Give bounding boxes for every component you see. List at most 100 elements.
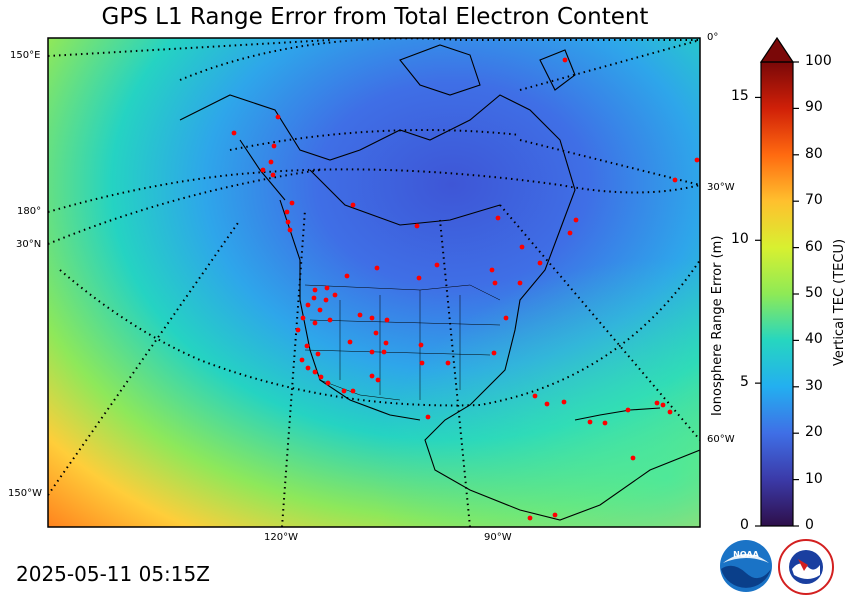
station-dot bbox=[323, 297, 329, 303]
station-dot bbox=[231, 130, 237, 136]
station-dot bbox=[544, 401, 550, 407]
station-dot bbox=[416, 275, 422, 281]
station-dot bbox=[573, 217, 579, 223]
colorbar-right-tick-label: 60 bbox=[805, 238, 823, 255]
station-dot bbox=[381, 349, 387, 355]
station-dot bbox=[317, 307, 323, 313]
station-dot bbox=[271, 143, 277, 149]
station-dot bbox=[445, 360, 451, 366]
station-dot bbox=[373, 330, 379, 336]
station-dot bbox=[383, 340, 389, 346]
station-dot bbox=[562, 57, 568, 63]
colorbar-right-axis-title: Vertical TEC (TECU) bbox=[832, 238, 847, 366]
grid-label-120w: 120°W bbox=[264, 532, 298, 543]
map-panel bbox=[48, 38, 700, 527]
station-dot bbox=[532, 393, 538, 399]
station-dot bbox=[602, 420, 608, 426]
station-dot bbox=[270, 172, 276, 178]
station-dot bbox=[312, 369, 318, 375]
noaa-logo-text: NOAA bbox=[733, 550, 759, 559]
grid-label-60w: 60°W bbox=[707, 434, 735, 445]
station-dot bbox=[332, 292, 338, 298]
coastlines bbox=[179, 44, 700, 521]
station-dot bbox=[625, 407, 631, 413]
station-dot bbox=[312, 320, 318, 326]
station-dot bbox=[630, 455, 636, 461]
station-dot bbox=[324, 285, 330, 291]
grid-label-30w: 30°W bbox=[707, 182, 735, 193]
station-dot bbox=[418, 342, 424, 348]
station-dot bbox=[344, 273, 350, 279]
station-dot bbox=[287, 227, 293, 233]
station-dot bbox=[419, 360, 425, 366]
station-dot bbox=[300, 315, 306, 321]
station-dot bbox=[295, 327, 301, 333]
station-dot bbox=[561, 399, 567, 405]
station-dot bbox=[347, 339, 353, 345]
station-dot bbox=[350, 388, 356, 394]
station-dot bbox=[285, 219, 291, 225]
station-dot bbox=[311, 295, 317, 301]
grid-label-150w: 150°W bbox=[8, 488, 42, 499]
colorbar-right-tick-label: 30 bbox=[805, 377, 823, 394]
colorbar bbox=[755, 36, 799, 527]
station-dot bbox=[305, 302, 311, 308]
station-dot bbox=[275, 114, 281, 120]
station-dot bbox=[414, 223, 420, 229]
station-dot bbox=[491, 350, 497, 356]
colorbar-right-tick-label: 0 bbox=[805, 517, 814, 533]
borders bbox=[304, 284, 501, 401]
station-dot bbox=[299, 357, 305, 363]
station-dot bbox=[492, 280, 498, 286]
station-dot bbox=[517, 280, 523, 286]
station-dot bbox=[503, 315, 509, 321]
grid-label-180: 180° bbox=[17, 206, 42, 217]
grid-label-90w: 90°W bbox=[484, 532, 512, 543]
station-dot bbox=[672, 177, 678, 183]
station-dot bbox=[268, 159, 274, 165]
station-dot bbox=[654, 400, 660, 406]
station-dot bbox=[694, 157, 700, 163]
station-dot bbox=[369, 315, 375, 321]
station-dot bbox=[284, 209, 290, 215]
station-dot bbox=[315, 351, 321, 357]
station-dots bbox=[231, 57, 700, 521]
station-dot bbox=[519, 244, 525, 250]
station-dot bbox=[304, 343, 310, 349]
station-dot bbox=[434, 262, 440, 268]
colorbar-left-tick-label: 0 bbox=[740, 517, 749, 533]
colorbar-right-tick-label: 40 bbox=[805, 331, 823, 348]
colorbar-left-tick-label: 5 bbox=[740, 374, 749, 391]
station-dot bbox=[325, 380, 331, 386]
grid-label-150e: 150°E bbox=[10, 50, 41, 61]
timestamp: 2025-05-11 05:15Z bbox=[16, 562, 210, 586]
colorbar-right-tick-label: 80 bbox=[805, 145, 823, 162]
station-dot bbox=[318, 374, 324, 380]
station-dot bbox=[260, 167, 266, 173]
station-dot bbox=[587, 419, 593, 425]
station-dot bbox=[384, 317, 390, 323]
station-dot bbox=[537, 260, 543, 266]
colorbar-right-tick-label: 100 bbox=[805, 53, 832, 69]
station-dot bbox=[357, 312, 363, 318]
colorbar-left-axis-title: Ionosphere Range Error (m) bbox=[710, 235, 725, 416]
grid-label-30n: 30°N bbox=[16, 239, 42, 250]
station-dot bbox=[552, 512, 558, 518]
station-dot bbox=[312, 287, 318, 293]
station-dot bbox=[350, 202, 356, 208]
graticule bbox=[48, 38, 700, 527]
colorbar-right-tick-label: 70 bbox=[805, 192, 823, 209]
station-dot bbox=[527, 515, 533, 521]
grid-label-0: 0° bbox=[707, 32, 719, 43]
station-dot bbox=[341, 388, 347, 394]
nws-logo-icon bbox=[778, 539, 834, 595]
colorbar-right-tick-label: 50 bbox=[805, 285, 823, 301]
noaa-logo-icon: NOAA bbox=[720, 540, 772, 592]
station-dot bbox=[289, 200, 295, 206]
station-dot bbox=[375, 377, 381, 383]
colorbar-left-tick-label: 10 bbox=[731, 231, 749, 248]
station-dot bbox=[667, 409, 673, 415]
map-frame bbox=[47, 37, 701, 528]
